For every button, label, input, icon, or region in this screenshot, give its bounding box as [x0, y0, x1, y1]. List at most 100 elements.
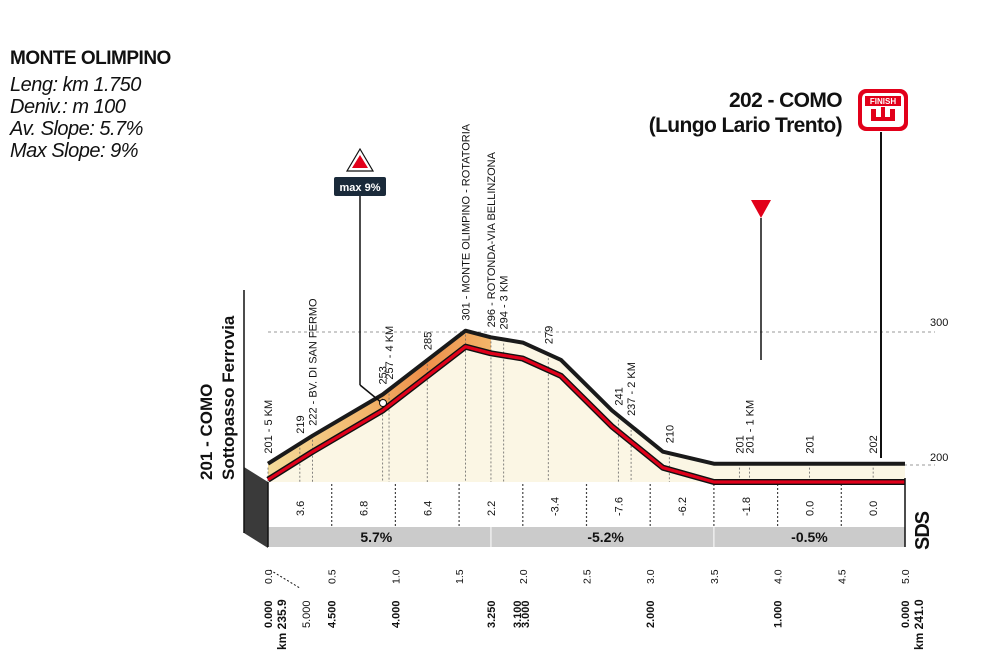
- point-label: 296 - ROTONDA-VIA BELLINZONA: [486, 151, 498, 327]
- max-marker-dot: [379, 399, 387, 407]
- segment-slope-value: 6.8: [359, 501, 371, 516]
- segment-slope-value: 3.6: [295, 501, 307, 516]
- segment-slope-value: -7.6: [613, 497, 625, 516]
- point-label: 201 - 5 KM: [263, 400, 275, 454]
- point-label: 301 - MONTE OLIMPINO - ROTATORIA: [460, 123, 472, 320]
- segment-slope-value: -3.4: [550, 497, 562, 516]
- finish-flag-icon: FINISH: [858, 89, 908, 131]
- segment-slope: -6.2: [677, 497, 689, 516]
- finish-badge-text: FINISH: [870, 97, 896, 106]
- km-remaining: 0.000: [263, 600, 275, 628]
- point-label: 294 - 3 KM: [499, 276, 511, 330]
- xtick-label: 2.0: [518, 569, 530, 584]
- segment-slope-value: -1.8: [741, 497, 753, 516]
- section-slope-value: -0.5%: [791, 529, 828, 545]
- xtick-label: 4.5: [836, 569, 848, 584]
- point-label-text: 285: [422, 332, 434, 350]
- segment-slope-value: 0.0: [804, 501, 816, 516]
- point-label: 202: [868, 435, 880, 453]
- segment-slope: 2.2: [486, 501, 498, 516]
- xtick: 3.5: [709, 569, 721, 584]
- xtick: 1.0: [390, 569, 402, 584]
- xtick: 0.0: [263, 569, 275, 584]
- point-label: 285: [422, 332, 434, 350]
- start-km: km 235.9: [275, 599, 289, 650]
- start-location-line2: Sottopasso Ferrovia: [219, 315, 238, 480]
- max-slope-marker: max 9%: [334, 147, 386, 196]
- point-label: 237 - 2 KM: [626, 362, 638, 416]
- segment-slope-value: -6.2: [677, 497, 689, 516]
- xtick: 0.5: [327, 569, 339, 584]
- xtick: 5.0: [900, 569, 912, 584]
- km-remaining-label: 1.000: [773, 600, 785, 628]
- xtick-label: 2.5: [582, 569, 594, 584]
- km-remaining: 2.000: [645, 600, 657, 628]
- segment-slope-value: 0.0: [868, 501, 880, 516]
- finish-name-line1: 202 - COMO: [728, 89, 843, 112]
- point-label-text: 201: [804, 435, 816, 453]
- segment-slope: 0.0: [804, 501, 816, 516]
- km-remaining: 0.000: [900, 600, 912, 628]
- finish-name-line2: (Lungo Lario Trento): [648, 114, 843, 137]
- climb-info: MONTE OLIMPINO Leng: km 1.750 Deniv.: m …: [10, 48, 171, 162]
- point-label-text: 202: [868, 435, 880, 453]
- point-label-text: 241: [613, 387, 625, 405]
- xtick-label: 1.5: [454, 569, 466, 584]
- red-triangle-marker: [751, 200, 771, 218]
- climb-denivelation: Deniv.: m 100: [10, 96, 126, 118]
- xtick: 4.0: [773, 569, 785, 584]
- point-label: 201: [804, 435, 816, 453]
- point-label: 201: [734, 435, 746, 453]
- segment-slope: -7.6: [613, 497, 625, 516]
- point-label: 241: [613, 387, 625, 405]
- segment-slope: 3.6: [295, 501, 307, 516]
- xtick-label: 4.0: [773, 569, 785, 584]
- km-remaining-label: 3.100: [512, 600, 524, 628]
- xtick-label: 0.5: [327, 569, 339, 584]
- xtick: 1.5: [454, 569, 466, 584]
- xtick-label: 1.0: [390, 569, 402, 584]
- point-label: 201 - 1 KM: [745, 400, 757, 454]
- climb-name: MONTE OLIMPINO: [10, 48, 171, 69]
- max-slope-label: max 9%: [340, 182, 381, 194]
- xtick-label: 3.5: [709, 569, 721, 584]
- km-remaining: 1.000: [773, 600, 785, 628]
- segment-slope: -1.8: [741, 497, 753, 516]
- point-label-text: 201: [734, 435, 746, 453]
- km-remaining: 4.500: [327, 600, 339, 628]
- road-line: [267, 345, 905, 484]
- start-km-sub: 5.000: [301, 600, 313, 628]
- segment-slope-value: 6.4: [422, 501, 434, 516]
- section-slope-value: -5.2%: [587, 529, 624, 545]
- km-remaining-label: 0.000: [900, 600, 912, 628]
- xtick-label: 3.0: [645, 569, 657, 584]
- point-label: 257 - 4 KM: [384, 326, 396, 380]
- point-label: 222 - BV. DI SAN FERMO: [308, 298, 320, 426]
- point-label: 279: [543, 326, 555, 344]
- km-remaining-label: 4.000: [390, 600, 402, 628]
- point-label-text: 237 - 2 KM: [626, 362, 638, 416]
- climb-length: Leng: km 1.750: [10, 74, 141, 96]
- point-label-text: 222 - BV. DI SAN FERMO: [308, 298, 320, 426]
- point-label-text: 296 - ROTONDA-VIA BELLINZONA: [486, 151, 498, 327]
- brand-logo: SDS: [912, 511, 934, 550]
- xtick-label: 5.0: [900, 569, 912, 584]
- km-remaining-label: 0.000: [263, 600, 275, 628]
- km-remaining-label: 3.000: [520, 600, 532, 628]
- point-label-text: 210: [664, 425, 676, 443]
- start-km-sub-label: 5.000: [301, 600, 313, 628]
- km-remaining: 3.100: [512, 600, 524, 628]
- km-remaining: 3.000: [520, 600, 532, 628]
- xtick: 2.0: [518, 569, 530, 584]
- base-side: [244, 467, 268, 548]
- section-slope-value: 5.7%: [360, 529, 392, 545]
- profile-outline: [266, 328, 905, 466]
- ytick-200: 200: [930, 452, 948, 464]
- segment-slope-value: 2.2: [486, 501, 498, 516]
- end-km: km 241.0: [912, 599, 926, 650]
- end-km-label: km 241.0: [912, 599, 926, 650]
- segment-slope: 6.4: [422, 501, 434, 516]
- start-location-line1: 201 - COMO: [197, 384, 216, 480]
- xtick: 4.5: [836, 569, 848, 584]
